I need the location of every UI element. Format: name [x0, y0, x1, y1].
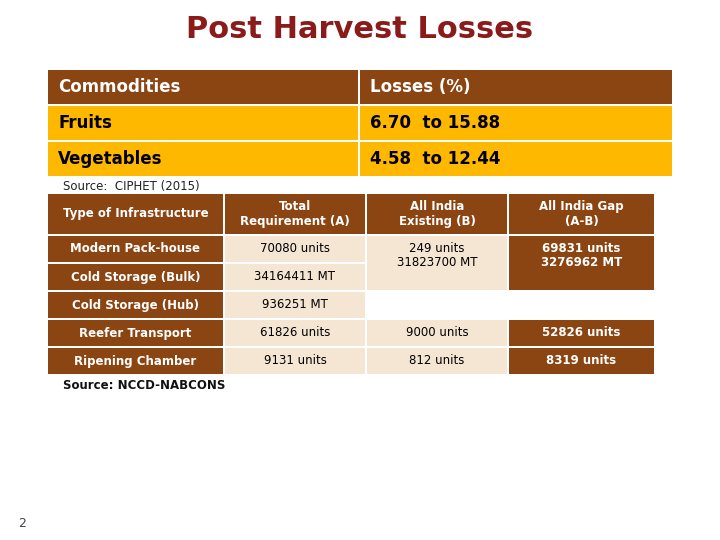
FancyBboxPatch shape — [48, 264, 223, 290]
Text: 9000 units: 9000 units — [405, 327, 468, 340]
FancyBboxPatch shape — [225, 194, 365, 234]
FancyBboxPatch shape — [48, 194, 223, 234]
FancyBboxPatch shape — [509, 236, 654, 262]
Text: All India
Existing (B): All India Existing (B) — [399, 200, 475, 228]
FancyBboxPatch shape — [367, 348, 507, 374]
Text: Fruits: Fruits — [58, 114, 112, 132]
FancyBboxPatch shape — [509, 320, 654, 346]
FancyBboxPatch shape — [48, 348, 223, 374]
FancyBboxPatch shape — [225, 264, 365, 290]
Text: Losses (%): Losses (%) — [370, 78, 470, 96]
Text: 52826 units: 52826 units — [542, 327, 621, 340]
Text: All India Gap
(A-B): All India Gap (A-B) — [539, 200, 624, 228]
FancyBboxPatch shape — [367, 236, 507, 262]
FancyBboxPatch shape — [360, 106, 672, 140]
FancyBboxPatch shape — [509, 236, 654, 290]
FancyBboxPatch shape — [509, 348, 654, 374]
FancyBboxPatch shape — [225, 348, 365, 374]
Text: Total
Requirement (A): Total Requirement (A) — [240, 200, 350, 228]
Text: Cold Storage (Bulk): Cold Storage (Bulk) — [71, 271, 200, 284]
Text: 31823700 MT: 31823700 MT — [397, 256, 477, 269]
Text: Source: NCCD-NABCONS: Source: NCCD-NABCONS — [63, 379, 225, 392]
FancyBboxPatch shape — [225, 292, 365, 318]
FancyBboxPatch shape — [48, 142, 358, 176]
FancyBboxPatch shape — [48, 320, 223, 346]
Text: Reefer Transport: Reefer Transport — [79, 327, 192, 340]
Text: Vegetables: Vegetables — [58, 150, 163, 168]
Text: 9131 units: 9131 units — [264, 354, 326, 368]
Text: Modern Pack-house: Modern Pack-house — [71, 242, 200, 255]
Text: Post Harvest Losses: Post Harvest Losses — [186, 16, 534, 44]
Text: 61826 units: 61826 units — [260, 327, 330, 340]
FancyBboxPatch shape — [48, 292, 223, 318]
Text: Source:  CIPHET (2015): Source: CIPHET (2015) — [63, 180, 199, 193]
FancyBboxPatch shape — [509, 194, 654, 234]
Text: 2: 2 — [18, 517, 26, 530]
Text: 3276962 MT: 3276962 MT — [541, 256, 622, 269]
FancyBboxPatch shape — [360, 142, 672, 176]
FancyBboxPatch shape — [367, 320, 507, 346]
Text: 4.58  to 12.44: 4.58 to 12.44 — [370, 150, 500, 168]
Text: 249 units: 249 units — [409, 242, 464, 255]
FancyBboxPatch shape — [48, 70, 358, 104]
Text: 6.70  to 15.88: 6.70 to 15.88 — [370, 114, 500, 132]
Text: 936251 MT: 936251 MT — [262, 299, 328, 312]
FancyBboxPatch shape — [48, 236, 223, 262]
FancyBboxPatch shape — [225, 320, 365, 346]
FancyBboxPatch shape — [367, 194, 507, 234]
Text: 34164411 MT: 34164411 MT — [254, 271, 336, 284]
FancyBboxPatch shape — [225, 236, 365, 262]
FancyBboxPatch shape — [360, 70, 672, 104]
Text: Type of Infrastructure: Type of Infrastructure — [63, 207, 208, 220]
FancyBboxPatch shape — [367, 236, 507, 290]
FancyBboxPatch shape — [48, 106, 358, 140]
Text: Commodities: Commodities — [58, 78, 181, 96]
Text: 812 units: 812 units — [409, 354, 464, 368]
Text: 70080 units: 70080 units — [260, 242, 330, 255]
Text: Cold Storage (Hub): Cold Storage (Hub) — [72, 299, 199, 312]
Text: 69831 units: 69831 units — [542, 242, 621, 255]
Text: 8319 units: 8319 units — [546, 354, 616, 368]
Text: Ripening Chamber: Ripening Chamber — [74, 354, 197, 368]
